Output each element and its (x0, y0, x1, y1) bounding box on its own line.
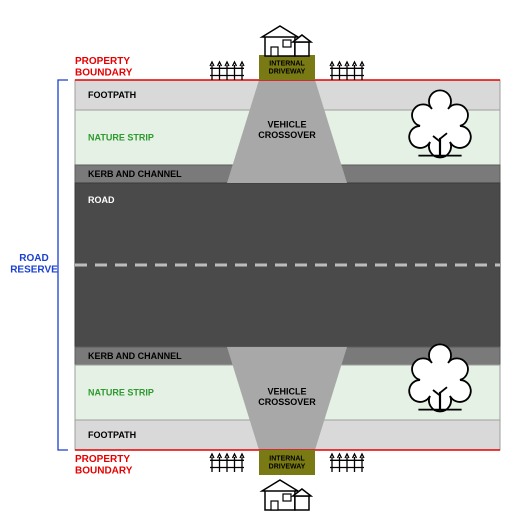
fence-icon (330, 454, 364, 472)
band-label: FOOTPATH (88, 90, 136, 100)
property-boundary-label: PROPERTYBOUNDARY (75, 454, 133, 477)
fence-icon (210, 454, 244, 472)
band-label: FOOTPATH (88, 430, 136, 440)
road-reserve-bracket (58, 80, 68, 450)
fence-icon (330, 62, 364, 80)
house-icon (262, 480, 311, 510)
band-label: NATURE STRIP (88, 388, 154, 398)
internal-driveway-label: INTERNALDRIVEWAY (269, 456, 306, 471)
fence-icon (210, 62, 244, 80)
diagram-svg: VEHICLECROSSOVERVEHICLECROSSOVERINTERNAL… (0, 0, 524, 527)
road-reserve-label: ROADRESERVE (10, 253, 58, 276)
property-boundary-label: PROPERTYBOUNDARY (75, 56, 133, 79)
house-icon (262, 26, 311, 56)
band-label: ROAD (88, 195, 115, 205)
internal-driveway (259, 450, 315, 475)
internal-driveway (259, 55, 315, 80)
internal-driveway-label: INTERNALDRIVEWAY (269, 61, 306, 76)
diagram-stage: VEHICLECROSSOVERVEHICLECROSSOVERINTERNAL… (0, 0, 524, 527)
band-label: NATURE STRIP (88, 133, 154, 143)
band-label: KERB AND CHANNEL (88, 169, 182, 179)
band-label: KERB AND CHANNEL (88, 351, 182, 361)
